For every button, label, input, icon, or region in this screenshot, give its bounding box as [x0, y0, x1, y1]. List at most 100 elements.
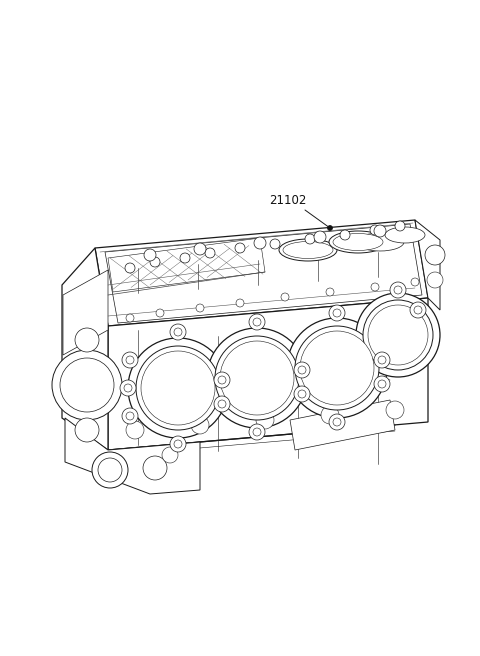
- Circle shape: [170, 436, 186, 452]
- Circle shape: [143, 456, 167, 480]
- Circle shape: [207, 328, 307, 428]
- Circle shape: [126, 412, 134, 420]
- Ellipse shape: [333, 234, 383, 251]
- Circle shape: [125, 263, 135, 273]
- Circle shape: [356, 293, 440, 377]
- Circle shape: [220, 341, 294, 415]
- Circle shape: [236, 299, 244, 307]
- Circle shape: [174, 328, 182, 336]
- Circle shape: [287, 318, 387, 418]
- Ellipse shape: [279, 239, 337, 261]
- Ellipse shape: [385, 227, 425, 243]
- Circle shape: [156, 309, 164, 317]
- Circle shape: [174, 440, 182, 448]
- Circle shape: [126, 314, 134, 322]
- Circle shape: [374, 225, 386, 237]
- Circle shape: [371, 283, 379, 291]
- Circle shape: [427, 272, 443, 288]
- Circle shape: [368, 305, 428, 365]
- Circle shape: [414, 306, 422, 314]
- Polygon shape: [108, 298, 428, 450]
- Circle shape: [410, 302, 426, 318]
- Polygon shape: [415, 220, 440, 310]
- Circle shape: [162, 447, 178, 463]
- Circle shape: [218, 376, 226, 384]
- Circle shape: [294, 362, 310, 378]
- Circle shape: [329, 305, 345, 321]
- Circle shape: [249, 424, 265, 440]
- Circle shape: [329, 414, 345, 430]
- Circle shape: [270, 239, 280, 249]
- Circle shape: [390, 282, 406, 298]
- Circle shape: [141, 351, 215, 425]
- Ellipse shape: [283, 241, 333, 258]
- Circle shape: [374, 376, 390, 392]
- Circle shape: [256, 411, 274, 429]
- Circle shape: [214, 396, 230, 412]
- Circle shape: [305, 234, 315, 244]
- Polygon shape: [290, 400, 395, 450]
- Circle shape: [326, 288, 334, 296]
- Circle shape: [395, 221, 405, 231]
- Circle shape: [363, 300, 433, 370]
- Circle shape: [295, 326, 379, 410]
- Circle shape: [378, 380, 386, 388]
- Circle shape: [333, 309, 341, 317]
- Circle shape: [75, 418, 99, 442]
- Circle shape: [394, 286, 402, 294]
- Circle shape: [340, 230, 350, 240]
- Circle shape: [300, 331, 374, 405]
- Circle shape: [214, 372, 230, 388]
- Polygon shape: [108, 238, 265, 292]
- Circle shape: [144, 249, 156, 261]
- Circle shape: [378, 356, 386, 364]
- Circle shape: [425, 245, 445, 265]
- Circle shape: [281, 293, 289, 301]
- Polygon shape: [65, 418, 200, 494]
- Circle shape: [120, 380, 136, 396]
- Circle shape: [321, 406, 339, 424]
- Circle shape: [374, 352, 390, 368]
- Text: 21102: 21102: [269, 194, 307, 207]
- Circle shape: [205, 248, 215, 258]
- Circle shape: [126, 356, 134, 364]
- Circle shape: [370, 225, 380, 235]
- Circle shape: [333, 418, 341, 426]
- Ellipse shape: [356, 233, 404, 251]
- Circle shape: [124, 384, 132, 392]
- Circle shape: [122, 408, 138, 424]
- Polygon shape: [105, 224, 422, 323]
- Circle shape: [298, 390, 306, 398]
- Circle shape: [254, 237, 266, 249]
- Circle shape: [180, 253, 190, 263]
- Circle shape: [327, 226, 333, 230]
- Circle shape: [411, 278, 419, 286]
- Circle shape: [75, 328, 99, 352]
- Polygon shape: [95, 220, 428, 326]
- Circle shape: [386, 401, 404, 419]
- Circle shape: [294, 386, 310, 402]
- Circle shape: [122, 352, 138, 368]
- Circle shape: [170, 324, 186, 340]
- Circle shape: [150, 257, 160, 267]
- Circle shape: [314, 231, 326, 243]
- Circle shape: [196, 304, 204, 312]
- Circle shape: [191, 416, 209, 434]
- Polygon shape: [63, 270, 108, 355]
- Circle shape: [194, 243, 206, 255]
- Circle shape: [98, 458, 122, 482]
- Polygon shape: [62, 248, 108, 450]
- Ellipse shape: [329, 231, 387, 253]
- Circle shape: [298, 366, 306, 374]
- Circle shape: [126, 421, 144, 439]
- Circle shape: [92, 452, 128, 488]
- Circle shape: [52, 350, 122, 420]
- Circle shape: [128, 338, 228, 438]
- Circle shape: [218, 400, 226, 408]
- Circle shape: [249, 314, 265, 330]
- Circle shape: [253, 428, 261, 436]
- Circle shape: [253, 318, 261, 326]
- Circle shape: [136, 346, 220, 430]
- Circle shape: [215, 336, 299, 420]
- Circle shape: [60, 358, 114, 412]
